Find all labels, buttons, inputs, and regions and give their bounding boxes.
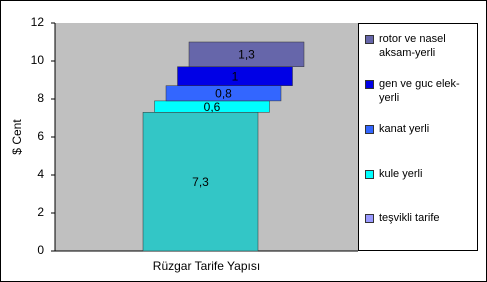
legend-label: gen ve guc elek-yerli [379, 78, 460, 104]
data-label: 1,3 [238, 48, 255, 62]
data-label: 1 [232, 69, 239, 83]
legend-item: teşvikli tarife [365, 211, 473, 225]
y-tick-label: 2 [37, 205, 44, 219]
bar-segment [142, 112, 259, 252]
legend-item: kule yerli [365, 167, 473, 181]
legend-item: rotor ve nasel aksam-yerli [365, 32, 473, 60]
legend-swatch [365, 214, 374, 223]
y-axis-title: $ Cent [10, 119, 24, 155]
legend-label: rotor ve nasel aksam-yerli [379, 33, 446, 59]
y-tick-label: 10 [31, 53, 45, 67]
data-label: 7,3 [192, 175, 209, 189]
legend-swatch [365, 80, 374, 89]
legend-swatch [365, 125, 374, 134]
y-tick-label: 12 [31, 15, 45, 29]
legend-label: kanat yerli [379, 123, 430, 135]
legend-item: gen ve guc elek-yerli [365, 77, 473, 105]
data-label: 0,8 [215, 86, 232, 100]
legend-swatch [365, 35, 374, 44]
legend-label: teşvikli tarife [379, 212, 440, 224]
y-tick-label: 8 [37, 91, 44, 105]
legend-swatch [365, 170, 374, 179]
data-label: 0,6 [204, 100, 221, 114]
legend: rotor ve nasel aksam-yerli gen ve guc ele… [358, 23, 478, 251]
legend-item: kanat yerli [365, 122, 473, 136]
x-tick-label: Rüzgar Tarife Yapısı [153, 259, 260, 273]
bar-segment [188, 41, 305, 67]
y-tick-label: 6 [37, 129, 44, 143]
y-tick-label: 0 [37, 243, 44, 257]
y-tick-label: 4 [37, 167, 44, 181]
legend-label: kule yerli [379, 168, 423, 180]
